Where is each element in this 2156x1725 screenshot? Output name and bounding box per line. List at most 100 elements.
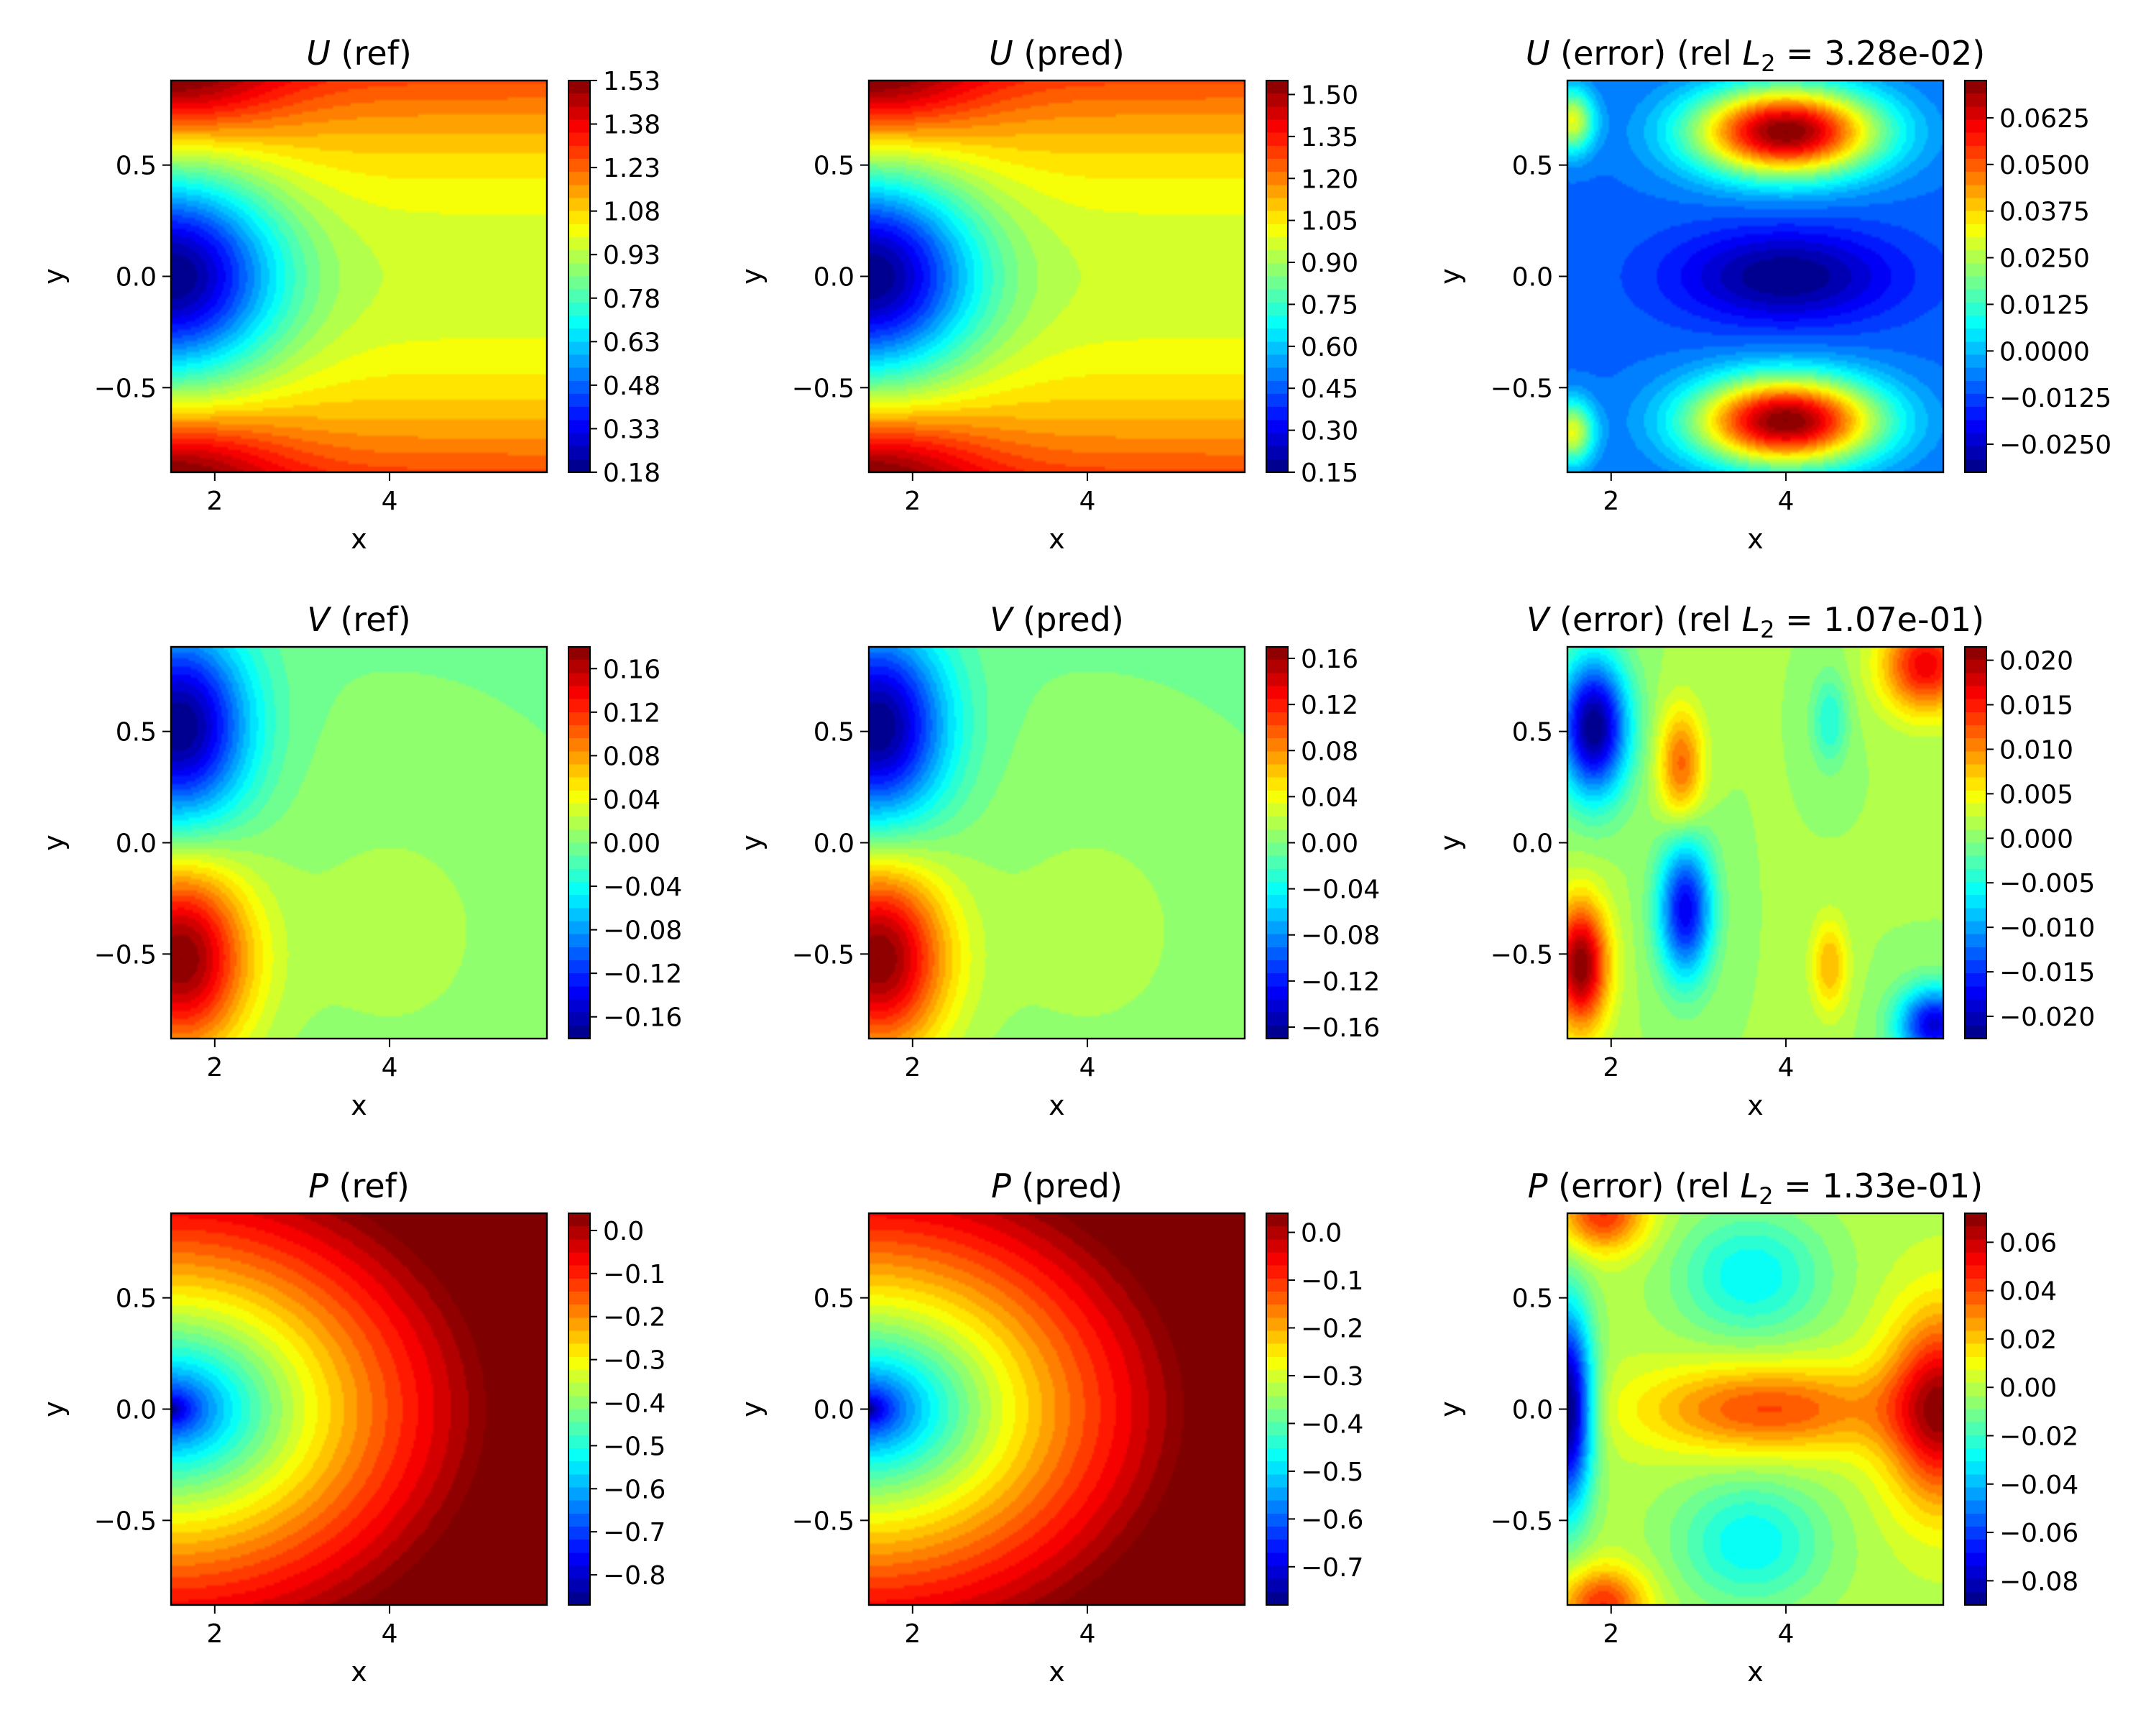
colorbar-tick-label: −0.16 bbox=[1301, 1013, 1380, 1043]
colorbar-tick-label: −0.2 bbox=[603, 1303, 665, 1333]
x-axis-label: x bbox=[1049, 1656, 1065, 1688]
panel-title: P (pred) bbox=[991, 1167, 1123, 1205]
x-tick-label: 4 bbox=[382, 1053, 398, 1082]
colorbar-tick-label: −0.020 bbox=[1999, 1003, 2095, 1032]
y-axis-label: y bbox=[38, 268, 70, 285]
title-norm: L bbox=[1741, 1167, 1759, 1205]
colorbar-tick-label: −0.04 bbox=[1301, 875, 1380, 905]
panel-p-ref: P (ref) 2 4x −0.5 0.0 0.5 y −0.8 −0.7 −0.6 −0.5 −0.… bbox=[38, 1167, 665, 1688]
colorbar-tick-label: 1.23 bbox=[603, 154, 660, 183]
colorbar-tick-label: 0.33 bbox=[603, 415, 660, 444]
colorbar bbox=[568, 1213, 591, 1606]
heatmap-v-ref bbox=[171, 647, 547, 1039]
colorbar-tick-label: 0.0000 bbox=[1999, 337, 2090, 367]
title-label: (pred) bbox=[1011, 1167, 1123, 1205]
colorbar-tick-label: 0.15 bbox=[1301, 459, 1358, 488]
y-axis-label: y bbox=[736, 1401, 768, 1417]
x-tick-label: 2 bbox=[1603, 487, 1619, 516]
panel-v-ref: V (ref) 2 4x −0.5 0.0 0.5 y −0.16 −0.12 −0.08 −0.0… bbox=[38, 600, 682, 1121]
colorbar-tick-label: 0.18 bbox=[603, 459, 660, 488]
colorbar-tick-label: 0.48 bbox=[603, 372, 660, 401]
colorbar-tick-label: 0.020 bbox=[1999, 647, 2073, 676]
colorbar-tick-label: 0.000 bbox=[1999, 824, 2073, 854]
title-value: = 3.28e-02) bbox=[1776, 34, 1986, 73]
y-tick-label: 0.5 bbox=[1512, 1284, 1553, 1314]
heatmap-v-pred bbox=[869, 647, 1245, 1039]
y-tick-label: −0.5 bbox=[1491, 374, 1553, 403]
y-tick-label: 0.0 bbox=[1512, 263, 1553, 293]
panel-title: P (ref) bbox=[308, 1167, 410, 1205]
colorbar-tick-label: −0.015 bbox=[1999, 958, 2095, 988]
y-tick-label: 0.0 bbox=[814, 263, 854, 293]
x-tick-label: 2 bbox=[206, 487, 223, 516]
colorbar-tick-label: 0.16 bbox=[1301, 645, 1358, 674]
title-variable: U bbox=[989, 34, 1013, 73]
y-axis-label: y bbox=[736, 268, 768, 285]
title-label: (error) (rel bbox=[1550, 34, 1743, 73]
colorbar-tick-label: −0.7 bbox=[603, 1518, 665, 1547]
colorbar-tick-label: 1.05 bbox=[1301, 207, 1358, 236]
colorbar-tick-label: −0.12 bbox=[603, 960, 682, 989]
colorbar-tick-label: 0.00 bbox=[1999, 1374, 2057, 1403]
colorbar-tick-label: −0.08 bbox=[603, 916, 682, 946]
panel-title: V (ref) bbox=[307, 600, 410, 639]
colorbar-tick-label: −0.02 bbox=[1999, 1422, 2078, 1452]
title-variable: P bbox=[308, 1167, 328, 1205]
x-axis-label: x bbox=[351, 523, 367, 555]
y-axis-label: y bbox=[38, 1401, 70, 1417]
y-tick-label: 0.0 bbox=[814, 1396, 854, 1425]
colorbar-tick-label: −0.7 bbox=[1301, 1553, 1363, 1583]
y-tick-label: 0.5 bbox=[814, 718, 854, 748]
panel-v-err-error: V (error) (rel L2 = 1.07e-01)2 4x−0.50.00… bbox=[1434, 600, 2095, 1121]
heatmap-p-err-error bbox=[1567, 1213, 1943, 1605]
x-axis-label: x bbox=[1747, 523, 1764, 555]
title-subscript: 2 bbox=[1761, 50, 1775, 77]
colorbar-tick-label: −0.8 bbox=[603, 1561, 665, 1591]
y-tick-label: 0.0 bbox=[814, 829, 854, 859]
x-tick-label: 2 bbox=[206, 1053, 223, 1082]
y-tick-label: 0.0 bbox=[116, 829, 157, 859]
colorbar-tick-label: −0.3 bbox=[603, 1346, 665, 1376]
colorbar-tick-label: −0.1 bbox=[603, 1260, 665, 1289]
panel-p-pred: P (pred) 2 4x −0.5 0.0 0.5 y −0.7 −0.6 −0.5 −0.4 −0… bbox=[736, 1167, 1363, 1688]
colorbar-tick-label: −0.005 bbox=[1999, 869, 2095, 898]
colorbar bbox=[1964, 646, 1987, 1039]
colorbar-tick-label: 0.0625 bbox=[1999, 104, 2090, 134]
colorbar bbox=[1964, 1213, 1987, 1606]
colorbar-tick-label: 0.60 bbox=[1301, 333, 1358, 362]
title-label: (pred) bbox=[1013, 34, 1125, 73]
y-tick-label: 0.0 bbox=[116, 1396, 157, 1425]
panel-title: U (pred) bbox=[989, 34, 1125, 73]
y-tick-label: −0.5 bbox=[792, 1506, 854, 1536]
colorbar-tick-label: 1.50 bbox=[1301, 80, 1358, 110]
title-value: = 1.07e-01) bbox=[1774, 600, 1984, 639]
colorbar-tick-label: 0.63 bbox=[603, 328, 660, 357]
colorbar-tick-label: 0.90 bbox=[1301, 249, 1358, 278]
x-tick-label: 2 bbox=[1603, 1619, 1619, 1649]
panel-u-pred: U (pred) 2 4x −0.5 0.0 0.5 y 0.15 0.30 0.45 0.60 0.… bbox=[736, 34, 1358, 555]
colorbar-tick-label: 0.04 bbox=[603, 786, 660, 815]
colorbar-tick-label: 0.08 bbox=[1301, 737, 1358, 766]
y-tick-label: −0.5 bbox=[94, 1506, 157, 1536]
title-value: = 1.33e-01) bbox=[1774, 1167, 1984, 1205]
colorbar-tick-label: −0.5 bbox=[603, 1432, 665, 1461]
colorbar-tick-label: 1.08 bbox=[603, 198, 660, 227]
title-label: (ref) bbox=[328, 1167, 410, 1205]
title-variable: P bbox=[1528, 1167, 1548, 1205]
y-tick-label: 0.0 bbox=[116, 263, 157, 293]
panel-p-err-error: P (error) (rel L2 = 1.33e-01)2 4x−0.50.00… bbox=[1434, 1167, 2078, 1688]
colorbar-tick-label: 0.00 bbox=[603, 829, 660, 859]
x-axis-label: x bbox=[1747, 1656, 1764, 1688]
title-label: (ref) bbox=[330, 600, 411, 639]
y-tick-label: 0.0 bbox=[1512, 829, 1553, 859]
x-tick-label: 4 bbox=[1778, 487, 1795, 516]
colorbar-tick-label: −0.04 bbox=[1999, 1471, 2078, 1500]
y-tick-label: −0.5 bbox=[1491, 1506, 1553, 1536]
x-tick-label: 4 bbox=[1778, 1053, 1795, 1082]
y-tick-label: 0.5 bbox=[1512, 718, 1553, 748]
y-axis-label: y bbox=[38, 834, 70, 851]
colorbar bbox=[1266, 646, 1289, 1039]
colorbar-tick-label: −0.0125 bbox=[1999, 384, 2111, 413]
y-tick-label: 0.5 bbox=[814, 152, 854, 181]
